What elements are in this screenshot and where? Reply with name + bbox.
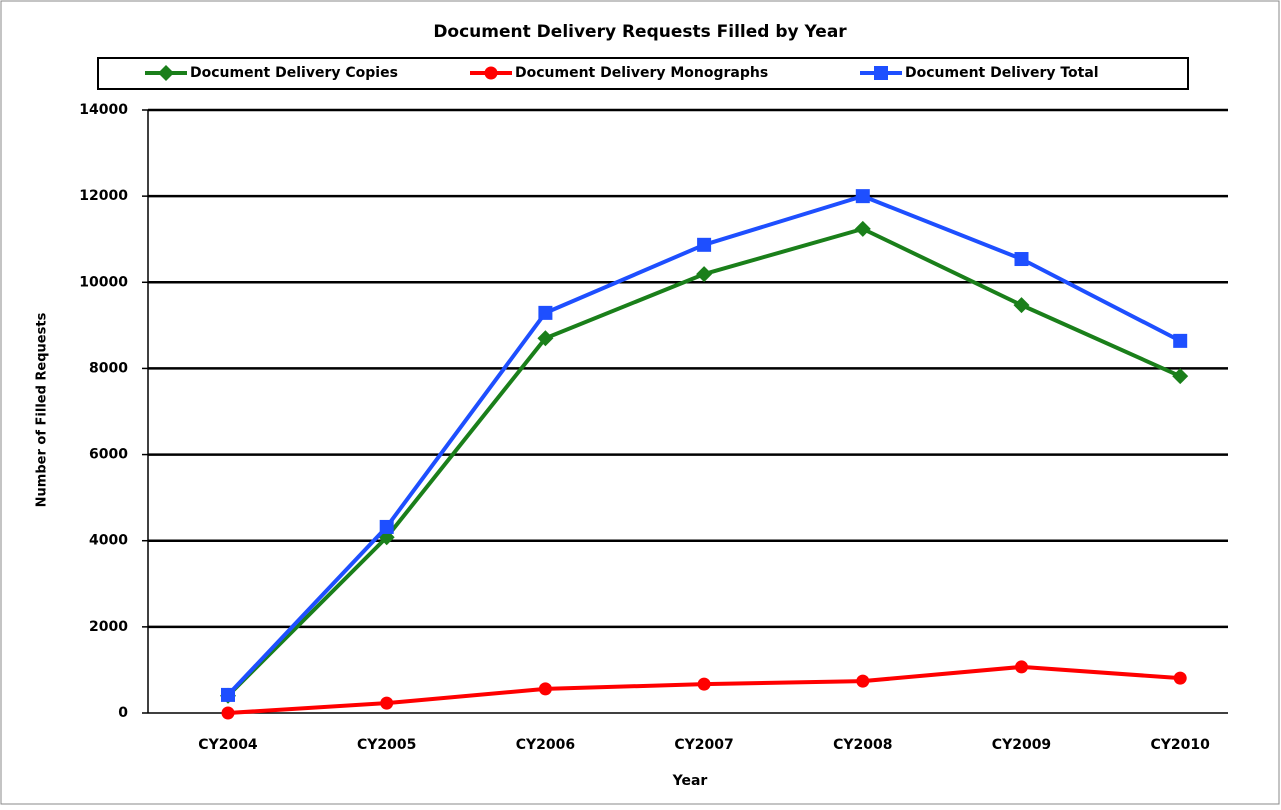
- data-point: [855, 189, 870, 204]
- data-point: [1014, 252, 1029, 267]
- x-tick-label: CY2004: [198, 737, 258, 753]
- data-point: [697, 237, 712, 252]
- data-point: [854, 220, 871, 237]
- data-point: [1173, 671, 1187, 685]
- data-point: [856, 674, 870, 688]
- legend-label: Document Delivery Monographs: [515, 65, 768, 81]
- legend-marker: [158, 65, 174, 81]
- data-point: [538, 305, 553, 320]
- data-point: [380, 696, 394, 710]
- legend-marker: [484, 66, 498, 80]
- legend-box: [97, 57, 1189, 90]
- data-point: [1013, 297, 1030, 314]
- legend-label: Document Delivery Copies: [190, 65, 398, 81]
- y-tick-label: 0: [118, 705, 128, 721]
- data-point: [379, 519, 394, 534]
- x-tick-label: CY2007: [674, 737, 733, 753]
- y-tick-label: 6000: [89, 447, 128, 463]
- data-point: [1173, 333, 1188, 348]
- legend-marker: [874, 66, 888, 80]
- y-tick-label: 8000: [89, 360, 128, 376]
- x-tick-label: CY2006: [516, 737, 575, 753]
- y-axis-label: Number of Filled Requests: [35, 312, 50, 507]
- data-point: [696, 266, 713, 283]
- data-point: [1015, 660, 1028, 674]
- data-point: [697, 677, 711, 691]
- x-tick-label: CY2008: [833, 737, 892, 753]
- data-point: [1172, 368, 1189, 385]
- chart-title: Document Delivery Requests Filled by Yea…: [433, 22, 847, 42]
- y-tick-label: 12000: [79, 188, 128, 204]
- data-point: [221, 706, 235, 720]
- legend-label: Document Delivery Total: [905, 65, 1099, 81]
- x-tick-label: CY2005: [357, 737, 416, 753]
- y-tick-label: 14000: [79, 102, 128, 118]
- y-tick-label: 2000: [89, 619, 128, 635]
- x-tick-label: CY2009: [992, 737, 1051, 753]
- y-tick-label: 4000: [89, 533, 128, 549]
- y-tick-label: 10000: [79, 274, 128, 290]
- x-tick-label: CY2010: [1151, 737, 1211, 753]
- data-point: [537, 330, 554, 347]
- data-point: [538, 682, 552, 696]
- x-axis-label: Year: [672, 773, 708, 789]
- data-point: [221, 687, 235, 702]
